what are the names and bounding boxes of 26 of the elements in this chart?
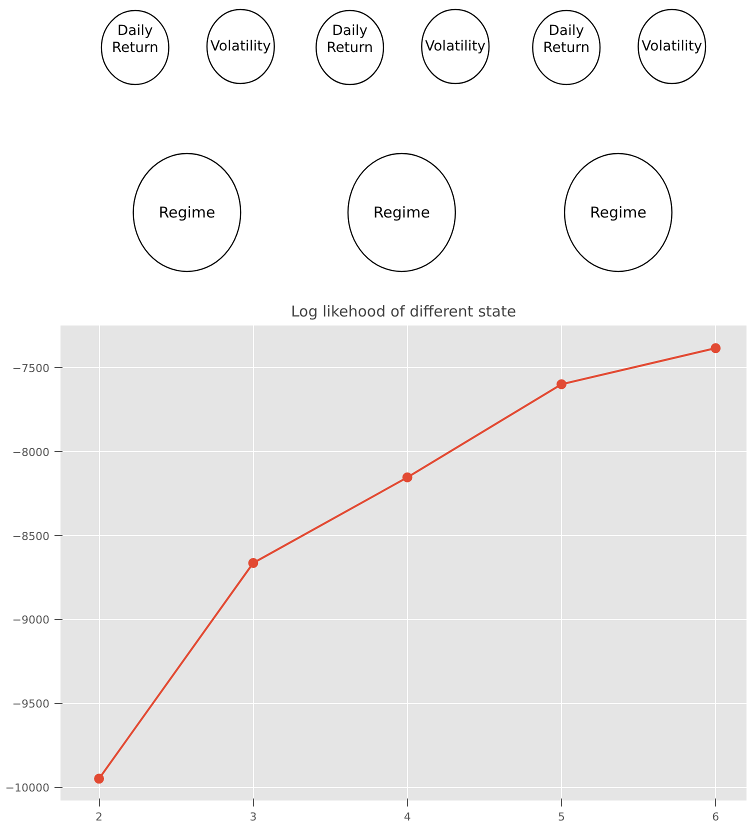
y-tick-label: −8500 xyxy=(12,530,50,543)
text: Volatility xyxy=(210,38,271,54)
x-tick-label: 4 xyxy=(404,810,411,824)
point xyxy=(402,472,412,482)
point xyxy=(710,343,721,354)
text: Daily Return xyxy=(543,23,590,56)
text: Regime xyxy=(373,204,430,222)
point xyxy=(94,774,104,784)
chart-title: Log likehood of different state xyxy=(290,302,516,320)
x-tick-label: 2 xyxy=(96,810,103,824)
text: Daily Return xyxy=(112,23,158,56)
text: Volatility xyxy=(642,38,702,54)
y-tick-label: −8000 xyxy=(12,446,50,459)
x-tick-label: 6 xyxy=(712,810,720,824)
point xyxy=(248,558,258,568)
text: Regime xyxy=(158,204,216,222)
text: Volatility xyxy=(425,38,486,54)
text: Daily Return xyxy=(326,23,374,56)
y-tick-label: −9000 xyxy=(12,614,50,627)
x-tick-label: 5 xyxy=(558,810,566,824)
y-tick-label: −7500 xyxy=(12,362,50,375)
x-tick-label: 3 xyxy=(250,810,257,824)
text: Regime xyxy=(590,204,646,222)
y-tick-label: −9500 xyxy=(12,698,50,711)
point xyxy=(556,379,567,390)
y-tick-label: −10000 xyxy=(5,782,50,795)
